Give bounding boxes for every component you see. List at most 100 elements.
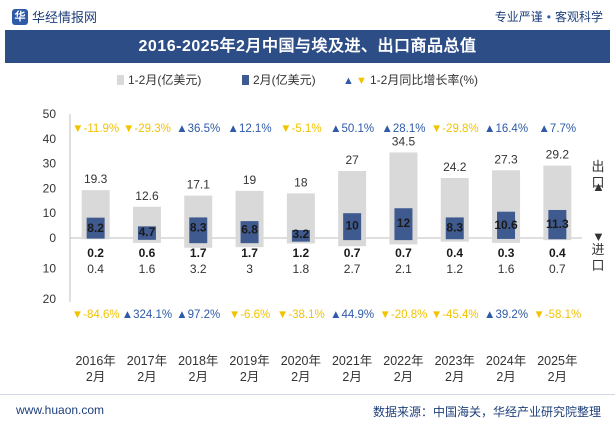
import-february-bar <box>445 238 464 240</box>
import-side-label: 进口 <box>591 242 605 273</box>
import-february-bar <box>291 238 310 242</box>
export-cumulative-label: 27.3 <box>494 152 518 166</box>
legend-cumulative-swatch <box>117 75 124 85</box>
down-arrow-icon: ▼ <box>431 309 442 321</box>
import-february-bar <box>548 238 567 240</box>
up-arrow-icon: ▲ <box>484 123 495 135</box>
legend-down-arrow-icon: ▼ <box>356 75 367 87</box>
export-cumulative-label: 24.2 <box>443 160 467 174</box>
x-tick-label: 2017年 2月 <box>127 354 167 384</box>
import-cumulative-label: 3 <box>246 262 253 276</box>
import-february-bar <box>343 238 362 241</box>
slogan-right: 客观科学 <box>554 10 603 24</box>
export-growth-label: ▲16.4% <box>484 123 528 135</box>
export-growth-value: -29.3% <box>134 123 170 135</box>
export-cumulative-label: 29.2 <box>546 148 570 162</box>
import-february-bar <box>137 238 156 240</box>
down-arrow-icon: ▼ <box>123 123 134 135</box>
export-february-bar <box>497 211 516 238</box>
chart-area: 1-2月(亿美元) 2月(亿美元) ▲ ▼ 1-2月同比增长率(%) 50 40 3… <box>43 72 605 384</box>
down-arrow-icon: ▼ <box>431 123 442 135</box>
import-growth-label: ▲324.1% <box>122 309 172 321</box>
import-growth-value: -20.8% <box>391 309 427 321</box>
import-cumulative-bar <box>492 238 521 243</box>
y-tick-label: 20 <box>43 292 57 306</box>
export-february-bar <box>445 217 464 238</box>
x-tick-label: 2020年 2月 <box>281 354 321 384</box>
export-february-label: 4.7 <box>139 225 156 239</box>
export-growth-label: ▼-11.9% <box>72 123 119 135</box>
export-up-arrow-icon: ▲ <box>592 179 605 194</box>
x-tick-label: 2019年 2月 <box>229 354 269 384</box>
export-growth-value: 36.5% <box>188 123 221 135</box>
y-tick-label: 30 <box>43 157 57 171</box>
x-tick-label: 2025年 2月 <box>537 354 577 384</box>
export-february-label: 6.8 <box>241 223 258 237</box>
export-cumulative-label: 34.5 <box>392 134 416 148</box>
up-arrow-icon: ▲ <box>228 123 239 135</box>
up-arrow-icon: ▲ <box>484 309 495 321</box>
footer-url[interactable]: www.huaon.com <box>16 403 105 417</box>
x-tick-label: 2021年 2月 <box>332 354 372 384</box>
up-arrow-icon: ▲ <box>330 309 341 321</box>
import-growth-value: 97.2% <box>188 309 221 321</box>
import-february-bar <box>86 238 105 239</box>
export-cumulative-label: 19 <box>243 173 257 187</box>
up-arrow-icon: ▲ <box>122 309 133 321</box>
up-arrow-icon: ▲ <box>539 123 550 135</box>
x-tick-label: 2023年 2月 <box>435 354 475 384</box>
import-growth-value: -58.1% <box>545 309 581 321</box>
legend-growth-label: 1-2月同比增长率(%) <box>370 72 478 87</box>
export-growth-value: 12.1% <box>239 123 272 135</box>
logo-text: 华经情报网 <box>32 10 98 25</box>
x-tick-label: 2016年 2月 <box>75 354 115 384</box>
import-february-label: 0.7 <box>395 246 412 260</box>
export-february-label: 8.2 <box>87 221 104 235</box>
export-february-label: 8.3 <box>446 221 463 235</box>
import-down-arrow-icon: ▼ <box>592 229 605 244</box>
y-tick-label: 0 <box>49 231 56 245</box>
legend: 1-2月(亿美元) 2月(亿美元) ▲ ▼ 1-2月同比增长率(%) <box>117 72 478 87</box>
import-cumulative-label: 1.6 <box>498 262 515 276</box>
down-arrow-icon: ▼ <box>72 309 83 321</box>
import-growth-label: ▲97.2% <box>176 309 220 321</box>
import-growth-value: 44.9% <box>342 309 375 321</box>
import-february-label: 0.4 <box>549 246 566 260</box>
top-bar: 华 华经情报网 专业严谨 • 客观科学 <box>0 0 615 30</box>
import-growth-label: ▲44.9% <box>330 309 374 321</box>
import-growth-value: -38.1% <box>288 309 324 321</box>
import-growth-label: ▼-58.1% <box>533 309 581 321</box>
import-cumulative-label: 2.1 <box>395 262 412 276</box>
export-growth-label: ▲36.5% <box>176 123 220 135</box>
export-february-bar <box>189 217 208 238</box>
import-cumulative-bar <box>132 238 161 243</box>
export-february-bar <box>394 208 413 238</box>
export-growth-label: ▲28.1% <box>381 123 425 135</box>
export-february-label: 10.6 <box>494 218 518 232</box>
export-growth-value: 16.4% <box>495 123 528 135</box>
import-february-label: 0.4 <box>446 246 463 260</box>
export-february-bar <box>240 221 259 238</box>
export-growth-label: ▼-29.8% <box>431 123 479 135</box>
import-february-label: 0.2 <box>87 246 104 260</box>
down-arrow-icon: ▼ <box>277 309 288 321</box>
import-february-label: 0.3 <box>498 246 515 260</box>
export-growth-value: 50.1% <box>342 123 375 135</box>
export-growth-value: -5.1% <box>292 123 322 135</box>
import-cumulative-label: 1.2 <box>446 262 463 276</box>
title-bar: 2016-2025年2月中国与埃及进、出口商品总值 <box>5 30 610 63</box>
slogan-left: 专业严谨 <box>494 10 543 24</box>
import-february-bar <box>497 238 516 239</box>
down-arrow-icon: ▼ <box>229 309 240 321</box>
import-growth-label: ▲39.2% <box>484 309 528 321</box>
export-side-label: 出口 <box>591 159 605 190</box>
legend-february-swatch <box>242 75 249 85</box>
y-axis-ticks: 50 40 30 20 10 0 10 20 <box>43 107 57 306</box>
logo[interactable]: 华 华经情报网 <box>12 7 97 26</box>
import-cumulative-label: 1.6 <box>139 262 156 276</box>
export-cumulative-label: 19.3 <box>84 172 108 186</box>
import-february-label: 0.7 <box>344 246 361 260</box>
up-arrow-icon: ▲ <box>176 309 187 321</box>
import-february-label: 1.7 <box>241 246 258 260</box>
export-february-bar <box>548 209 567 238</box>
